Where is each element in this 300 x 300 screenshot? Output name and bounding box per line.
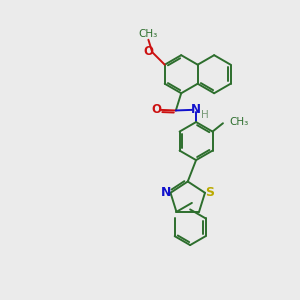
Text: CH₃: CH₃ xyxy=(229,117,248,127)
Text: N: N xyxy=(191,103,201,116)
Text: N: N xyxy=(160,186,171,199)
Text: O: O xyxy=(151,103,161,116)
Text: CH₃: CH₃ xyxy=(139,29,158,39)
Text: O: O xyxy=(143,44,153,58)
Text: S: S xyxy=(205,186,214,199)
Text: H: H xyxy=(200,110,208,120)
